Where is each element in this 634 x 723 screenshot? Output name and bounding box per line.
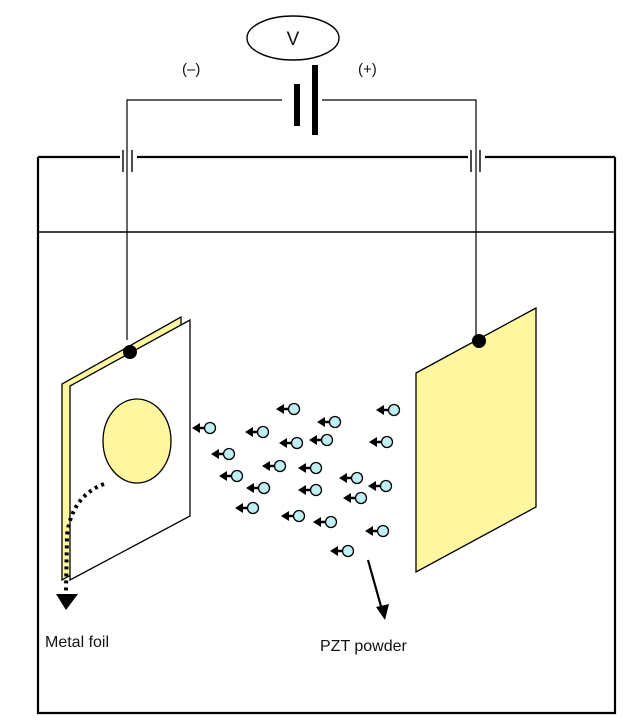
particle-icon: [292, 509, 306, 523]
particle-icon: [350, 471, 364, 485]
particle-icon: [290, 436, 304, 450]
arrow-left-icon: [313, 517, 321, 527]
arrow-left-icon: [279, 438, 287, 448]
pzt-particle: [246, 481, 271, 495]
arrow-left-icon: [339, 473, 347, 483]
pzt-particle: [339, 471, 364, 485]
particle-icon: [222, 447, 236, 461]
arrow-left-icon: [298, 485, 306, 495]
pzt-particle: [365, 524, 390, 538]
pzt-particle: [262, 459, 287, 473]
negative-terminal-label: (–): [182, 61, 200, 78]
arrow-left-icon: [343, 493, 351, 503]
pzt-particle: [211, 447, 236, 461]
pzt-particle: [276, 402, 301, 416]
pzt-particle: [368, 479, 393, 493]
peel-arrowhead-icon: [56, 594, 78, 610]
peel-arrow: [64, 482, 105, 593]
powder-arrow: [366, 559, 384, 611]
pzt-particle: [281, 509, 306, 523]
particle-icon: [246, 501, 260, 515]
arrow-left-icon: [317, 417, 325, 427]
arrow-left-icon: [330, 546, 338, 556]
arrow-left-icon: [276, 404, 284, 414]
particle-icon: [309, 483, 323, 497]
pzt-particle: [279, 436, 304, 450]
particle-icon: [230, 469, 244, 483]
pzt-particle: [330, 544, 355, 558]
arrow-left-icon: [369, 437, 377, 447]
particle-icon: [341, 544, 355, 558]
positive-terminal-label: (+): [358, 61, 377, 78]
contact-point-right: [472, 334, 486, 348]
pzt-particle: [317, 415, 342, 429]
voltmeter-symbol: V: [287, 29, 300, 50]
circuit-wires: [126, 99, 477, 340]
arrow-left-icon: [245, 427, 253, 437]
particle-icon: [376, 524, 390, 538]
deposited-film: [102, 398, 172, 484]
particle-icon: [328, 415, 342, 429]
arrow-left-icon: [192, 423, 200, 433]
arrow-left-icon: [298, 463, 306, 473]
pzt-particles: [192, 402, 401, 558]
pzt-particle: [313, 515, 338, 529]
arrow-left-icon: [211, 449, 219, 459]
metal-foil-electrode: [61, 315, 191, 582]
feedthrough-right: [470, 150, 481, 172]
particle-icon: [354, 491, 368, 505]
arrow-left-icon: [281, 511, 289, 521]
particle-icon: [387, 403, 401, 417]
tank: [36, 155, 617, 715]
arrow-left-icon: [235, 503, 243, 513]
particle-icon: [380, 435, 394, 449]
voltmeter-icon: [246, 15, 340, 61]
arrow-left-icon: [246, 483, 254, 493]
arrow-left-icon: [309, 435, 317, 445]
arrow-left-icon: [219, 471, 227, 481]
particle-icon: [379, 479, 393, 493]
voltmeter: V: [246, 15, 340, 61]
feedthrough-left: [122, 150, 133, 172]
pzt-powder-label: PZT powder: [320, 638, 408, 655]
pzt-particle: [192, 421, 217, 435]
powder-arrowhead-icon: [376, 604, 389, 620]
metal-foil-label: Metal foil: [45, 634, 109, 651]
counter-electrode: [415, 306, 537, 574]
particle-icon: [324, 515, 338, 529]
pzt-particle: [369, 435, 394, 449]
pzt-particle: [298, 461, 323, 475]
particle-icon: [203, 421, 217, 435]
contact-point-left: [123, 345, 137, 359]
pzt-particle: [235, 501, 260, 515]
particle-icon: [273, 459, 287, 473]
pzt-particle: [298, 483, 323, 497]
pzt-particle: [219, 469, 244, 483]
particle-icon: [257, 481, 271, 495]
arrow-left-icon: [376, 405, 384, 415]
pzt-particle: [245, 425, 270, 439]
arrow-left-icon: [368, 481, 376, 491]
arrow-left-icon: [365, 526, 373, 536]
battery-icon: [294, 65, 318, 135]
particle-icon: [287, 402, 301, 416]
pzt-particle: [343, 491, 368, 505]
particle-icon: [320, 433, 334, 447]
particle-icon: [256, 425, 270, 439]
particle-icon: [309, 461, 323, 475]
pzt-particle: [376, 403, 401, 417]
arrow-left-icon: [262, 461, 270, 471]
pzt-particle: [309, 433, 334, 447]
